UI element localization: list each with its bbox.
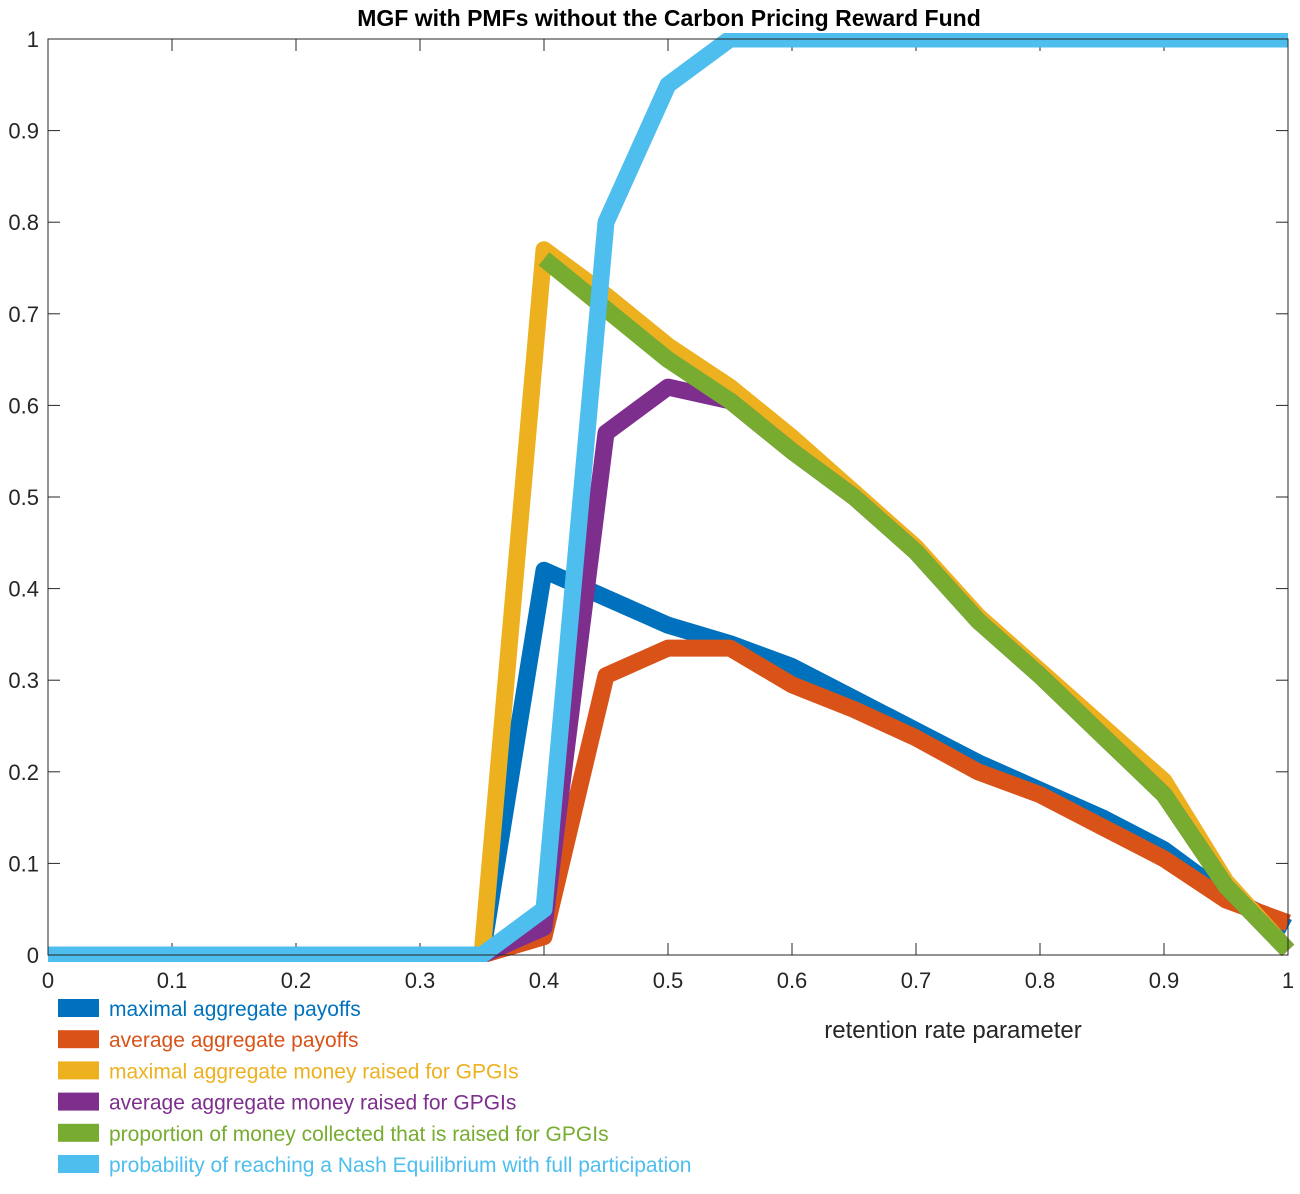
x-tick-label: 0.7 (901, 968, 932, 993)
legend-label-2: average aggregate payoffs (109, 1029, 358, 1052)
y-tick-label: 0.7 (8, 302, 39, 327)
legend-swatch-2 (58, 1030, 99, 1049)
legend-label-3: maximal aggregate money raised for GPGIs (109, 1060, 519, 1083)
x-tick-label: 0 (42, 968, 54, 993)
legend-swatch-3 (58, 1061, 99, 1080)
legend-label-4: average aggregate money raised for GPGIs (109, 1092, 516, 1115)
legend-label-5: proportion of money collected that is ra… (109, 1123, 609, 1146)
legend-label-6: probability of reaching a Nash Equilibri… (109, 1154, 691, 1177)
y-tick-labels: 0 0.1 0.2 0.3 0.4 0.5 0.6 0.7 0.8 0.9 1 (8, 27, 39, 968)
x-tick-label: 1 (1282, 968, 1294, 993)
y-tick-label: 0.9 (8, 119, 39, 144)
x-tick-label: 0.4 (529, 968, 560, 993)
x-tick-labels: 0 0.1 0.2 0.3 0.4 0.5 0.6 0.7 0.8 0.9 1 (42, 968, 1294, 993)
x-tick-label: 0.6 (777, 968, 808, 993)
plot-frame (47, 38, 1289, 956)
series-line-2 (48, 639, 1291, 962)
x-tick-label: 0.1 (157, 968, 188, 993)
x-tick-label: 0.3 (405, 968, 436, 993)
x-tick-label: 0.9 (1149, 968, 1180, 993)
x-axis-label: retention rate parameter (824, 1017, 1081, 1044)
y-tick-label: 0.5 (8, 485, 39, 510)
y-tick-label: 0.3 (8, 668, 39, 693)
x-tick-label: 0.8 (1025, 968, 1056, 993)
y-tick-label: 0.6 (8, 393, 39, 418)
legend-label-1: maximal aggregate payoffs (109, 998, 361, 1021)
x-tick-label: 0.5 (653, 968, 684, 993)
legend: maximal aggregate payoffs average aggrega… (58, 998, 691, 1177)
x-tick-label: 0.2 (281, 968, 312, 993)
y-tick-label: 1 (27, 27, 39, 52)
y-tick-label: 0.2 (8, 760, 39, 785)
y-tick-label: 0.1 (8, 851, 39, 876)
y-tick-label: 0.8 (8, 210, 39, 235)
chart-title: MGF with PMFs without the Carbon Pricing… (357, 5, 981, 31)
legend-swatch-6 (58, 1155, 99, 1173)
legend-swatch-4 (58, 1092, 99, 1111)
legend-swatch-1 (58, 999, 99, 1017)
y-tick-label: 0 (27, 943, 39, 968)
series-line-5 (538, 252, 1295, 957)
legend-swatch-5 (58, 1123, 99, 1142)
y-tick-label: 0.4 (8, 577, 39, 602)
